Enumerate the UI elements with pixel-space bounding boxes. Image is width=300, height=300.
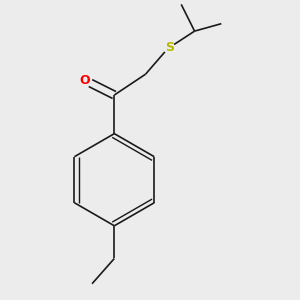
Text: S: S xyxy=(165,41,174,54)
Text: O: O xyxy=(79,74,90,87)
